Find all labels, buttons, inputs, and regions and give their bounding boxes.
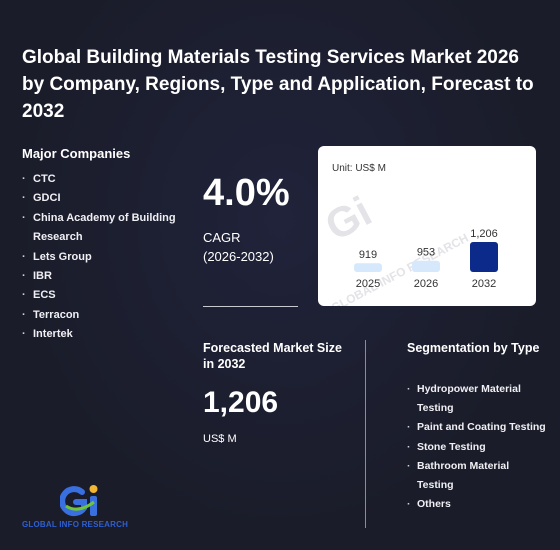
segmentation-heading: Segmentation by Type xyxy=(407,341,540,355)
segmentation-list: Hydropower Material Testing Paint and Co… xyxy=(407,380,547,515)
watermark-logo-mark: Gi xyxy=(318,187,379,249)
segment-item: Bathroom Material Testing xyxy=(407,457,547,495)
company-item: Terracon xyxy=(22,306,182,326)
chart-unit-label: Unit: US$ M xyxy=(332,163,386,174)
company-item: IBR xyxy=(22,267,182,287)
logo-text: GLOBAL INFO RESEARCH xyxy=(22,520,129,529)
bar-chart-card: Gi GLOBAL INFO RESEARCH 919 2025 953 2026 1,… xyxy=(318,146,536,306)
company-item: Lets Group xyxy=(22,248,182,268)
bar-2032 xyxy=(470,242,498,272)
category-label: 2032 xyxy=(472,278,496,290)
company-logo: GLOBAL INFO RESEARCH xyxy=(22,484,152,530)
forecast-heading: Forecasted Market Size in 2032 xyxy=(203,341,342,371)
bar-2026 xyxy=(412,260,440,272)
company-item: GDCI xyxy=(22,189,182,209)
category-label: 2025 xyxy=(356,278,380,290)
vertical-divider xyxy=(365,340,366,528)
bar-value-label: 919 xyxy=(359,249,377,261)
chart-watermark: Gi GLOBAL INFO RESEARCH xyxy=(318,187,471,306)
cagr-period: (2026-2032) xyxy=(203,249,274,264)
forecast-value: 1,206 xyxy=(203,386,279,419)
company-item: Intertek xyxy=(22,325,182,345)
company-item: ECS xyxy=(22,286,182,306)
cagr-value: 4.0% xyxy=(203,172,290,214)
cagr-label-block: CAGR (2026-2032) xyxy=(203,228,274,266)
bar-2025 xyxy=(354,263,382,272)
segment-item: Paint and Coating Testing xyxy=(407,418,547,437)
companies-heading: Major Companies xyxy=(22,146,131,161)
forecast-unit: US$ M xyxy=(203,433,237,445)
page-title: Global Building Materials Testing Servic… xyxy=(22,47,534,122)
category-label: 2026 xyxy=(414,278,438,290)
cagr-divider xyxy=(203,306,298,307)
segment-item: Stone Testing xyxy=(407,438,547,457)
bar-value-label: 953 xyxy=(417,247,435,259)
company-item: CTC xyxy=(22,170,182,190)
bar-chart: Gi GLOBAL INFO RESEARCH 919 2025 953 2026 1,… xyxy=(318,187,498,306)
cagr-label: CAGR xyxy=(203,230,241,245)
bars-group: 919 2025 953 2026 1,206 2032 xyxy=(354,228,498,290)
company-item: China Academy of Building Research xyxy=(22,209,182,248)
companies-list: CTC GDCI China Academy of Building Resea… xyxy=(22,170,182,345)
bar-value-label: 1,206 xyxy=(470,228,498,240)
segment-item: Hydropower Material Testing xyxy=(407,380,547,418)
logo-mark-icon xyxy=(60,485,98,517)
segment-item: Others xyxy=(407,495,547,514)
